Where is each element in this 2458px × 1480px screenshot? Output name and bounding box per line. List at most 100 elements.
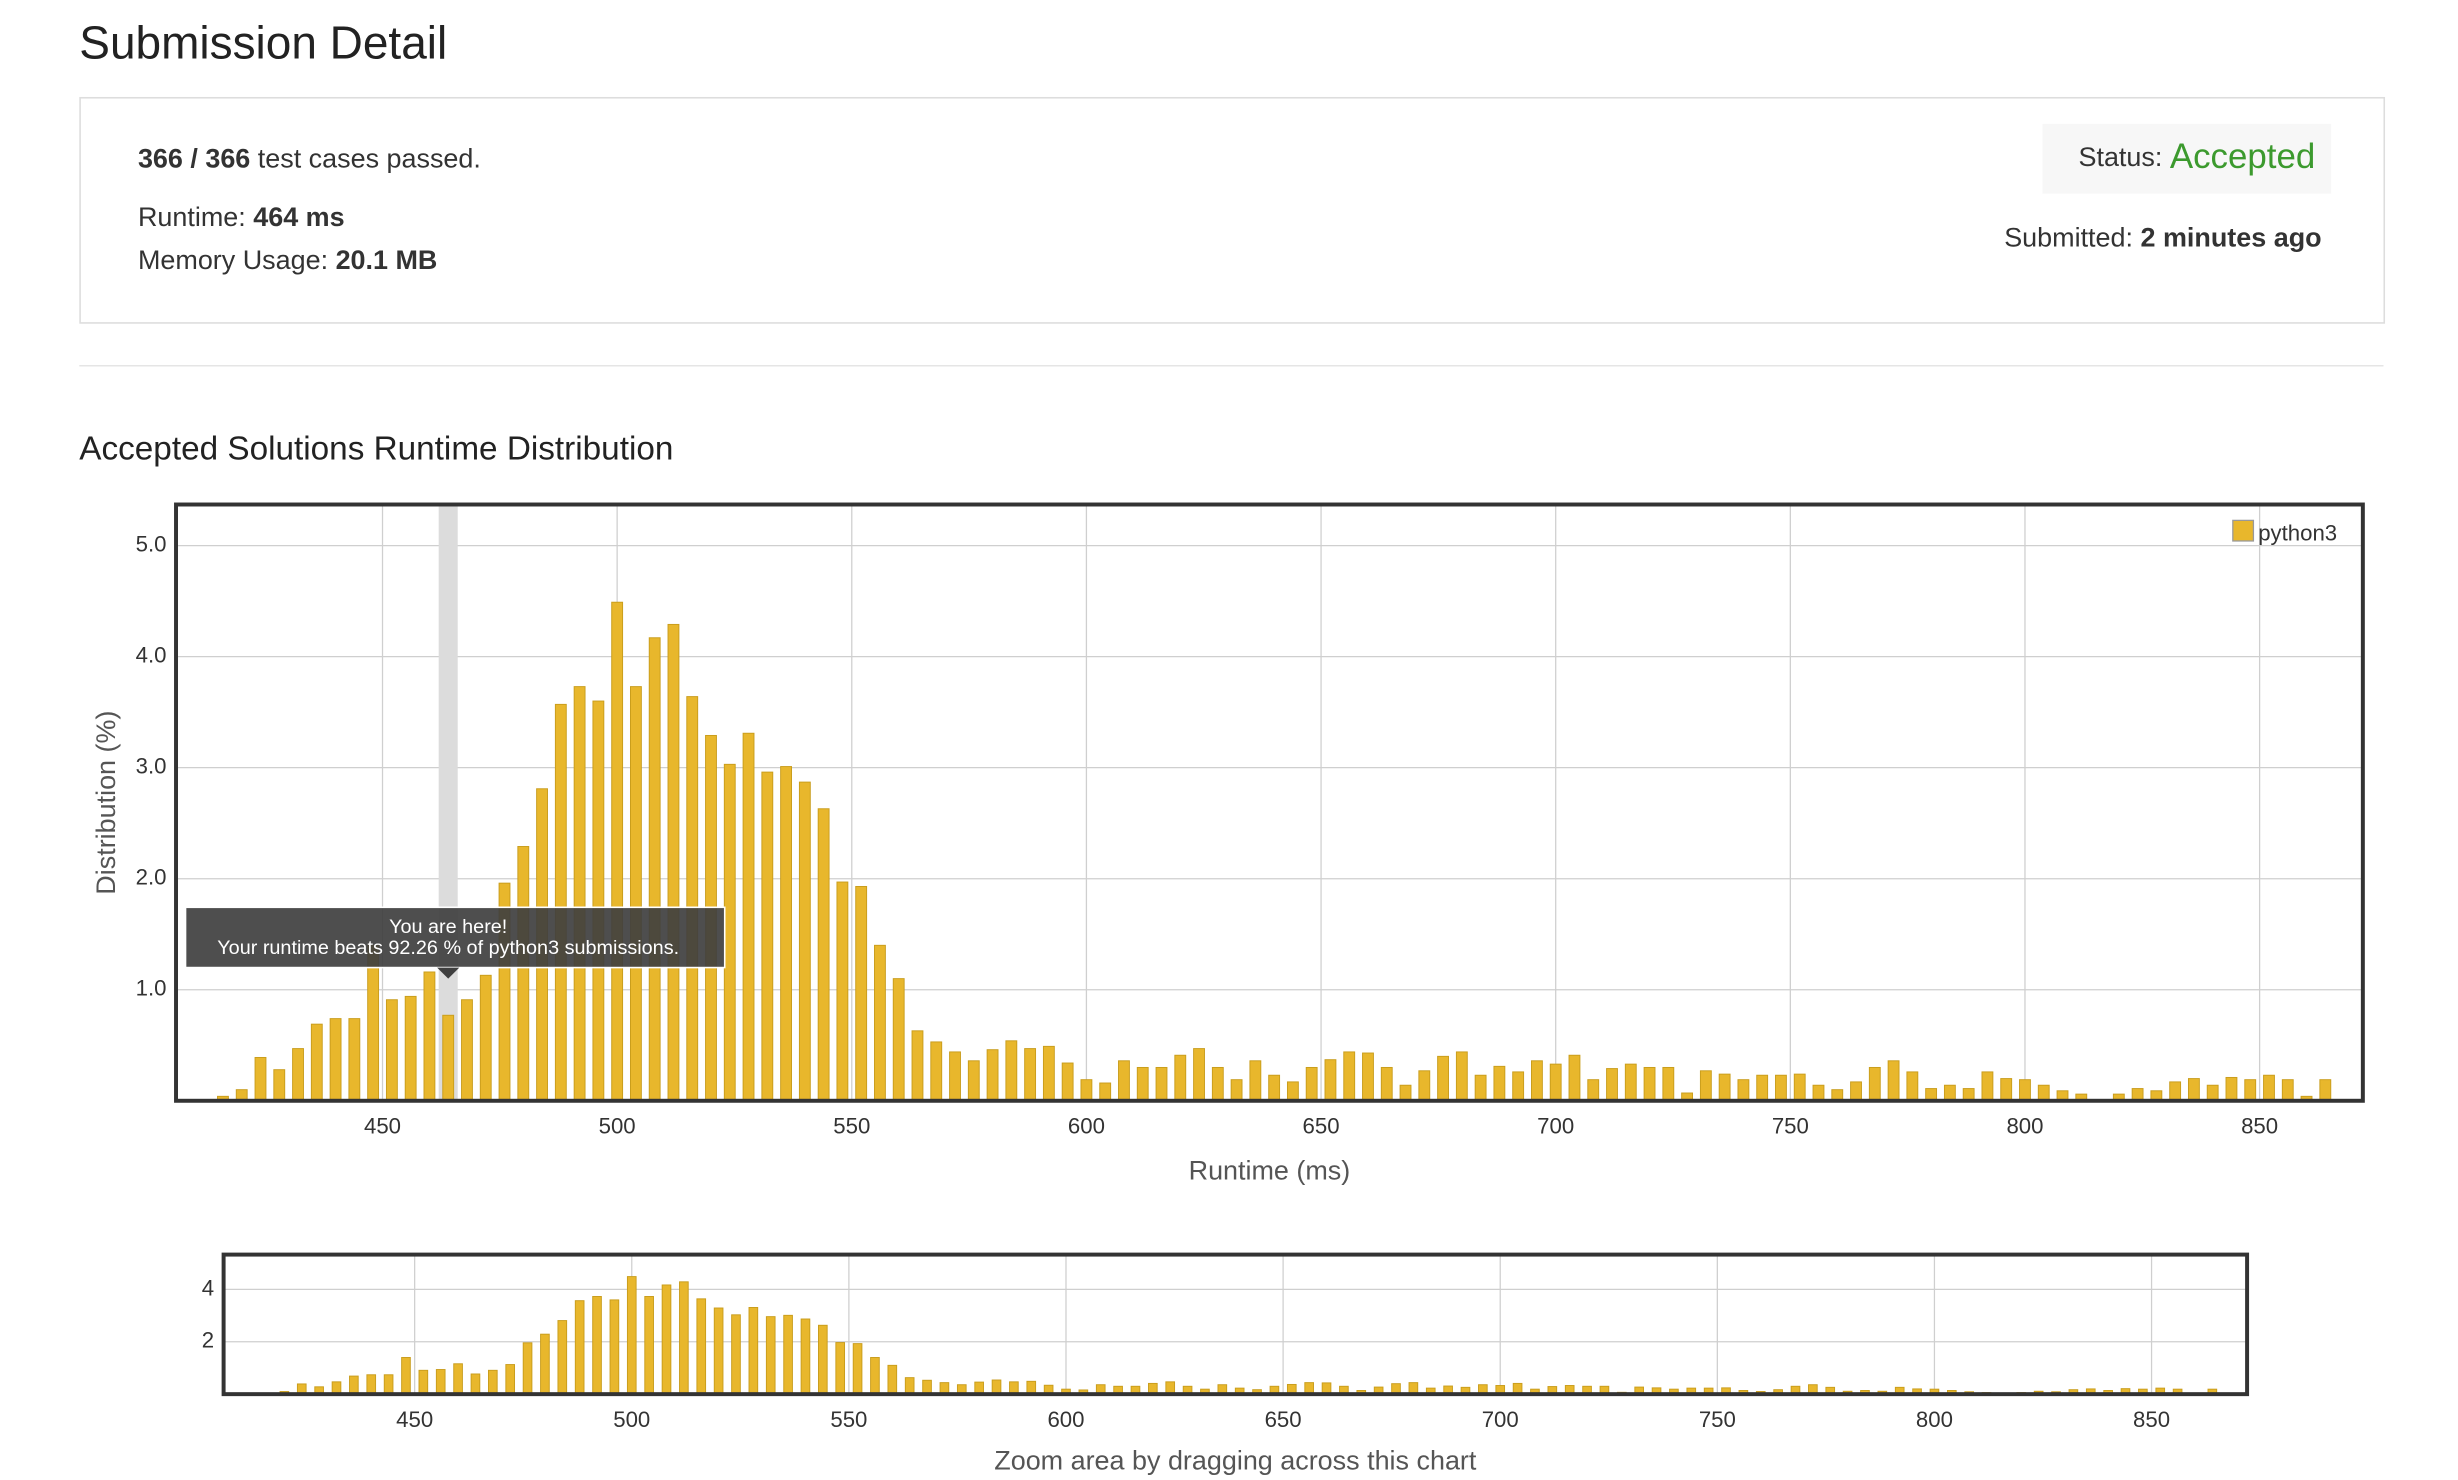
bar bbox=[991, 1379, 1002, 1395]
bar bbox=[366, 1374, 377, 1395]
bar bbox=[1662, 1066, 1675, 1102]
bar bbox=[723, 763, 736, 1102]
bar bbox=[1042, 1045, 1055, 1102]
bar bbox=[644, 1296, 654, 1395]
bar bbox=[292, 1048, 304, 1102]
bar bbox=[887, 1364, 898, 1395]
bar bbox=[522, 1342, 533, 1395]
bar bbox=[1493, 1065, 1506, 1102]
bar bbox=[686, 696, 699, 1102]
bar bbox=[1343, 1051, 1356, 1102]
bar bbox=[1906, 1071, 1919, 1102]
bar bbox=[922, 1379, 932, 1395]
bar bbox=[1362, 1052, 1374, 1102]
bar bbox=[1399, 1084, 1412, 1102]
bar bbox=[2319, 1079, 2332, 1102]
bar bbox=[1737, 1079, 1750, 1102]
status-line: Status: Accepted bbox=[2079, 137, 2316, 176]
bar bbox=[310, 1023, 323, 1102]
bar bbox=[2263, 1074, 2275, 1102]
bar bbox=[1024, 1048, 1037, 1102]
x-tick-label: 600 bbox=[1068, 1114, 1105, 1139]
bar bbox=[679, 1281, 689, 1395]
runtime-label: Runtime: bbox=[138, 202, 246, 232]
bar bbox=[852, 1343, 863, 1395]
bar bbox=[1118, 1060, 1130, 1102]
passed-line: 366 / 366 test cases passed. bbox=[138, 144, 481, 174]
bar bbox=[835, 1342, 846, 1395]
bar bbox=[800, 1318, 811, 1395]
bar bbox=[479, 974, 492, 1102]
bar bbox=[348, 1018, 361, 1102]
bar bbox=[404, 995, 417, 1102]
bar bbox=[967, 1060, 980, 1102]
bar bbox=[1305, 1066, 1318, 1102]
legend-label: python3 bbox=[2258, 520, 2337, 545]
x-tick-label: 500 bbox=[613, 1407, 650, 1432]
x-axis-label: Zoom area by dragging across this chart bbox=[994, 1445, 1477, 1475]
submitted-line: Submitted: 2 minutes ago bbox=[2004, 223, 2321, 253]
bar bbox=[1437, 1055, 1449, 1102]
bar bbox=[488, 1369, 498, 1395]
page-title: Submission Detail bbox=[79, 16, 447, 68]
bar bbox=[761, 771, 774, 1102]
bar bbox=[435, 1369, 446, 1395]
bar bbox=[1624, 1063, 1637, 1102]
y-axis-label: Distribution (%) bbox=[91, 711, 121, 895]
bar bbox=[949, 1051, 961, 1102]
status-value: Accepted bbox=[2170, 137, 2315, 176]
y-tick-label: 3.0 bbox=[136, 754, 167, 779]
bar bbox=[1380, 1066, 1393, 1102]
bar bbox=[254, 1056, 267, 1102]
bar bbox=[765, 1316, 776, 1395]
bar bbox=[911, 1030, 924, 1102]
bar bbox=[329, 1018, 342, 1102]
x-tick-label: 700 bbox=[1537, 1114, 1574, 1139]
tooltip-text: Your runtime beats 92.26 % of python3 su… bbox=[217, 937, 679, 959]
bar bbox=[574, 1300, 585, 1395]
y-tick-label: 1.0 bbox=[136, 976, 167, 1001]
bar bbox=[505, 1364, 516, 1395]
bar bbox=[1193, 1048, 1205, 1102]
bar bbox=[418, 1369, 429, 1395]
x-tick-label: 550 bbox=[833, 1114, 870, 1139]
bar bbox=[423, 971, 436, 1102]
memory-label: Memory Usage: bbox=[138, 245, 328, 275]
bar bbox=[1887, 1060, 1900, 1102]
bar bbox=[609, 1299, 620, 1395]
bar bbox=[592, 1296, 602, 1395]
bar bbox=[2037, 1084, 2050, 1102]
bar bbox=[1981, 1071, 1994, 1102]
bar bbox=[2000, 1078, 2013, 1102]
bar bbox=[904, 1377, 915, 1395]
tooltip-box bbox=[184, 906, 726, 969]
y-tick-label: 2.0 bbox=[136, 865, 167, 890]
bar bbox=[2244, 1079, 2257, 1102]
bar bbox=[629, 686, 642, 1102]
bar bbox=[1155, 1066, 1168, 1102]
bar bbox=[1136, 1066, 1149, 1102]
memory-line: Memory Usage: 20.1 MB bbox=[138, 245, 437, 275]
bar bbox=[2019, 1079, 2031, 1102]
bar bbox=[1606, 1068, 1618, 1102]
x-tick-label: 450 bbox=[396, 1407, 433, 1432]
bar bbox=[667, 623, 680, 1102]
bar bbox=[1549, 1063, 1562, 1102]
bar bbox=[470, 1373, 481, 1395]
bar bbox=[817, 808, 830, 1102]
bar bbox=[442, 1014, 455, 1102]
bar bbox=[1793, 1073, 1806, 1102]
summary-box bbox=[79, 96, 2386, 324]
x-tick-label: 550 bbox=[830, 1407, 867, 1432]
bar bbox=[874, 944, 886, 1102]
x-tick-label: 700 bbox=[1482, 1407, 1519, 1432]
y-tick-label: 5.0 bbox=[136, 531, 167, 556]
y-tick-label: 2 bbox=[202, 1328, 214, 1353]
bar bbox=[855, 885, 868, 1102]
bar bbox=[798, 781, 811, 1102]
y-tick-label: 4.0 bbox=[136, 642, 167, 667]
x-tick-label: 650 bbox=[1303, 1114, 1340, 1139]
tooltip-title: You are here! bbox=[389, 916, 507, 938]
bar bbox=[1943, 1084, 1956, 1102]
